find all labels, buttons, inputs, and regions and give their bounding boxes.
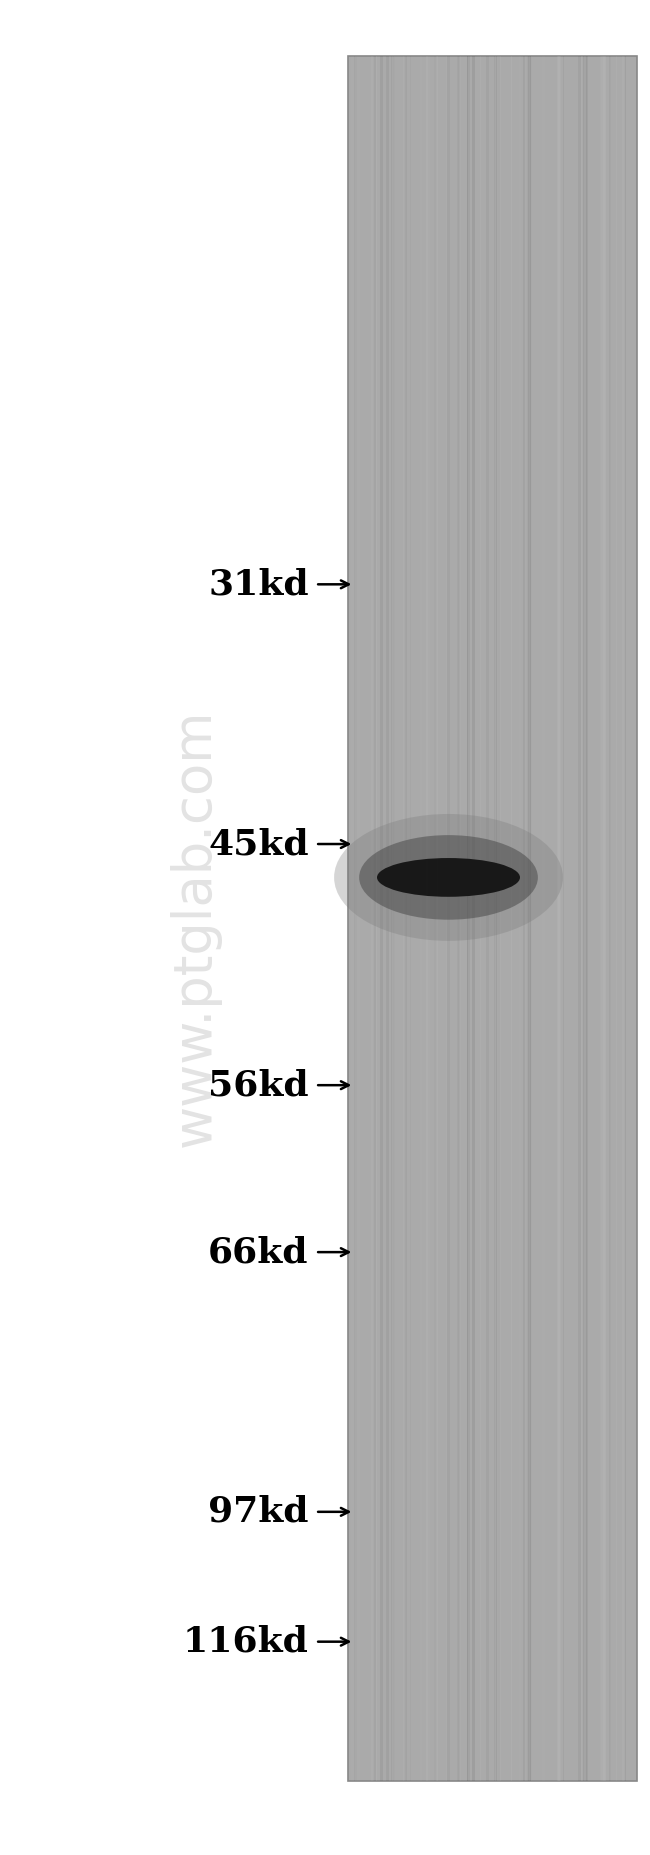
Bar — [457, 56, 459, 1781]
Bar — [386, 56, 389, 1781]
Bar — [386, 56, 387, 1781]
Bar — [391, 56, 392, 1781]
Ellipse shape — [359, 835, 538, 920]
Bar — [565, 56, 567, 1781]
Ellipse shape — [377, 859, 520, 896]
Bar — [625, 56, 626, 1781]
Bar — [472, 56, 474, 1781]
Bar — [447, 56, 450, 1781]
Bar — [610, 56, 612, 1781]
Bar — [460, 56, 461, 1781]
Bar — [578, 56, 581, 1781]
Bar — [519, 56, 521, 1781]
Text: 56kd: 56kd — [208, 1068, 309, 1102]
Bar — [586, 56, 588, 1781]
Bar — [524, 56, 526, 1781]
Bar — [356, 56, 358, 1781]
Ellipse shape — [334, 814, 563, 940]
Bar — [446, 56, 447, 1781]
Bar — [374, 56, 376, 1781]
Bar — [603, 56, 606, 1781]
Text: 116kd: 116kd — [183, 1625, 309, 1658]
Bar — [556, 56, 560, 1781]
Bar — [563, 56, 564, 1781]
Bar — [428, 56, 430, 1781]
Bar — [494, 56, 497, 1781]
Bar — [403, 56, 404, 1781]
Bar — [601, 56, 603, 1781]
Bar — [581, 56, 584, 1781]
Text: www.ptglab.com: www.ptglab.com — [169, 709, 221, 1146]
Bar — [558, 56, 561, 1781]
Text: 97kd: 97kd — [208, 1495, 309, 1529]
Bar — [480, 56, 481, 1781]
Bar — [434, 56, 437, 1781]
Bar — [405, 56, 406, 1781]
Bar — [523, 56, 525, 1781]
Bar — [584, 56, 586, 1781]
Bar — [435, 56, 436, 1781]
Bar — [530, 56, 532, 1781]
Text: 45kd: 45kd — [208, 827, 309, 861]
Bar — [578, 56, 581, 1781]
Bar — [616, 56, 617, 1781]
Bar — [391, 56, 393, 1781]
Bar — [600, 56, 602, 1781]
Bar — [497, 56, 500, 1781]
Text: 66kd: 66kd — [208, 1235, 309, 1269]
Bar — [467, 56, 469, 1781]
Bar — [585, 56, 587, 1781]
Bar — [486, 56, 489, 1781]
Bar — [603, 56, 606, 1781]
Bar — [351, 56, 354, 1781]
Bar — [376, 56, 377, 1781]
Bar — [542, 56, 545, 1781]
Text: 31kd: 31kd — [208, 568, 309, 601]
Bar — [612, 56, 614, 1781]
Bar — [602, 56, 604, 1781]
Bar — [622, 56, 623, 1781]
Bar — [357, 56, 359, 1781]
Bar — [380, 56, 384, 1781]
Bar — [348, 56, 637, 1781]
Bar — [406, 56, 408, 1781]
Bar — [609, 56, 610, 1781]
Bar — [584, 56, 587, 1781]
Bar — [458, 56, 460, 1781]
Bar — [530, 56, 532, 1781]
Bar — [498, 56, 501, 1781]
Bar — [528, 56, 529, 1781]
Bar — [527, 56, 529, 1781]
Bar — [495, 56, 497, 1781]
Bar — [356, 56, 357, 1781]
Bar — [511, 56, 512, 1781]
Bar — [371, 56, 374, 1781]
Bar — [472, 56, 475, 1781]
Bar — [420, 56, 422, 1781]
Bar — [405, 56, 407, 1781]
Bar — [496, 56, 497, 1781]
Bar — [528, 56, 531, 1781]
Bar — [426, 56, 428, 1781]
Bar — [582, 56, 585, 1781]
Bar — [410, 56, 411, 1781]
Bar — [393, 56, 395, 1781]
Bar — [582, 56, 584, 1781]
Bar — [497, 56, 500, 1781]
Bar — [354, 56, 357, 1781]
Bar — [394, 56, 395, 1781]
Bar — [436, 56, 438, 1781]
